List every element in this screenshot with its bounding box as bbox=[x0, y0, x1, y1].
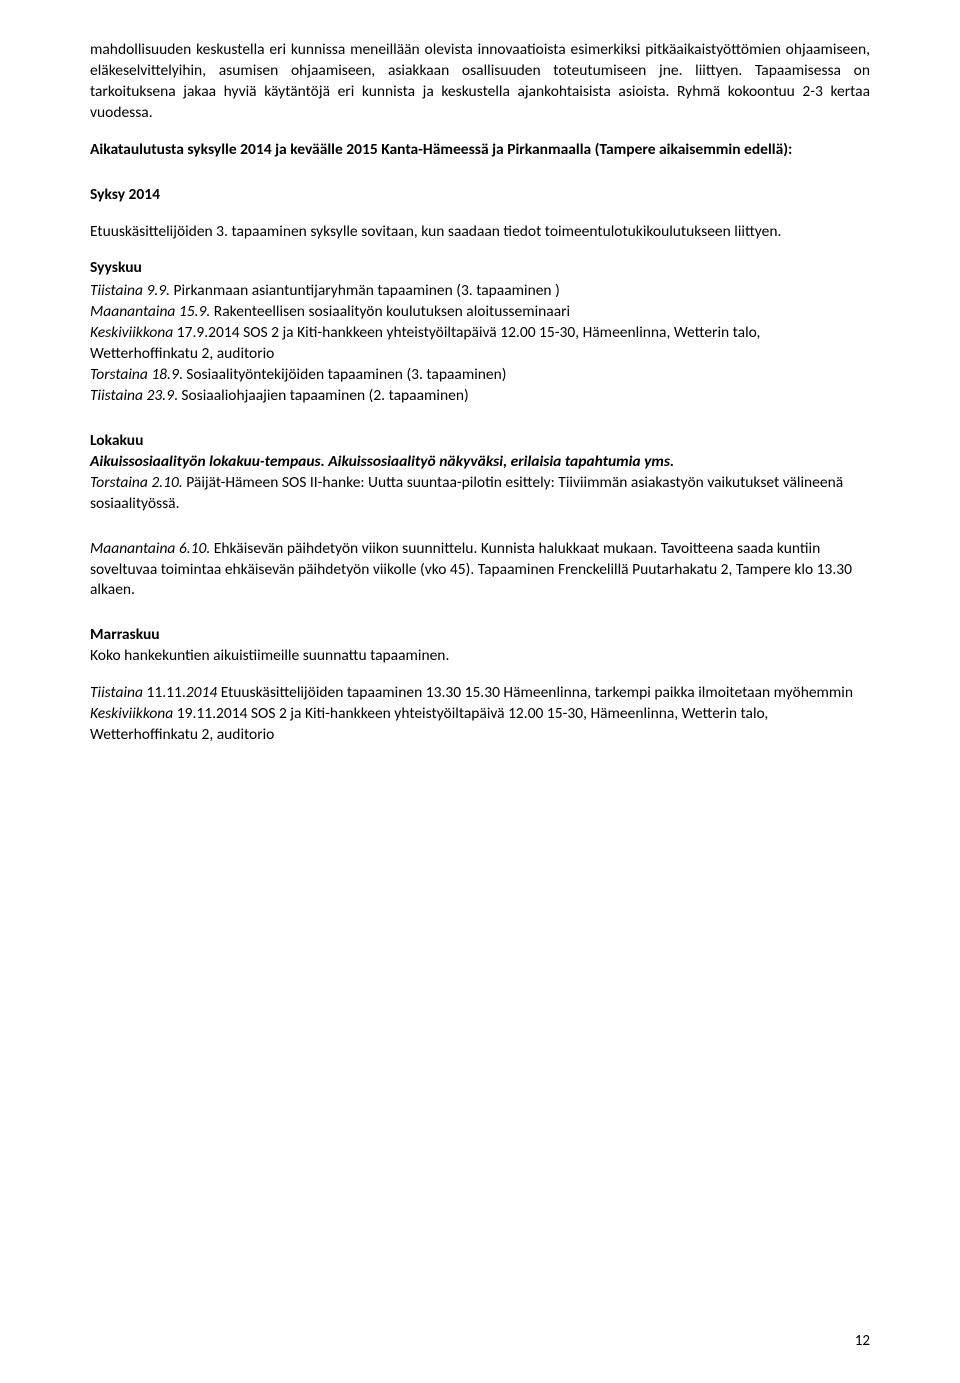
lokakuu-line2-date: Maanantaina 6.10. bbox=[90, 539, 210, 558]
intro-paragraph-2: Aikataulutusta syksylle 2014 ja keväälle… bbox=[90, 140, 870, 161]
lokakuu-line-2: Maanantaina 6.10. Ehkäisevän päihdetyön … bbox=[90, 539, 870, 602]
lokakuu-heading: Lokakuu bbox=[90, 431, 870, 452]
marraskuu-heading: Marraskuu bbox=[90, 625, 870, 646]
lokakuu-sub: Aikuissosiaalityön lokakuu-tempaus. Aiku… bbox=[90, 452, 870, 473]
intro-paragraph-1: mahdollisuuden keskustella eri kunnissa … bbox=[90, 40, 870, 124]
syyskuu-line4-date: Torstaina 18.9 bbox=[90, 365, 179, 384]
marraskuu-line-2: Keskiviikkona 19.11.2014 SOS 2 ja Kiti-h… bbox=[90, 704, 870, 746]
syyskuu-line1-date: Tiistaina 9.9. bbox=[90, 281, 170, 300]
marraskuu-line2-prefix: Keskiviikkona bbox=[90, 704, 173, 723]
syyskuu-line1-text: Pirkanmaan asiantuntijaryhmän tapaaminen… bbox=[170, 281, 560, 300]
document-page: mahdollisuuden keskustella eri kunnissa … bbox=[0, 0, 960, 1383]
marraskuu-line1-prefix: Tiistaina bbox=[90, 683, 143, 702]
lokakuu-line-1: Torstaina 2.10. Päijät-Hämeen SOS II-han… bbox=[90, 473, 870, 515]
marraskuu-line1-rest: Etuuskäsittelijöiden tapaaminen 13.30 15… bbox=[217, 683, 853, 702]
syksy-heading: Syksy 2014 bbox=[90, 185, 870, 206]
lokakuu-line1-date: Torstaina 2.10. bbox=[90, 473, 183, 492]
marraskuu-p1: Koko hankekuntien aikuistiimeille suunna… bbox=[90, 646, 870, 667]
syyskuu-line5-date: Tiistaina 23.9 bbox=[90, 386, 174, 405]
syksy-text: Etuuskäsittelijöiden 3. tapaaminen syksy… bbox=[90, 222, 870, 243]
marraskuu-line1-italic2: 2014 bbox=[186, 683, 217, 702]
page-number: 12 bbox=[855, 1331, 870, 1351]
syyskuu-line4-text: . Sosiaalityöntekijöiden tapaaminen (3. … bbox=[179, 365, 507, 384]
marraskuu-line-1: Tiistaina 11.11.2014 Etuuskäsittelijöide… bbox=[90, 683, 870, 704]
syyskuu-line-4: Torstaina 18.9. Sosiaalityöntekijöiden t… bbox=[90, 365, 870, 386]
syyskuu-line-3: Keskiviikkona 17.9.2014 SOS 2 ja Kiti-ha… bbox=[90, 323, 870, 365]
lokakuu-sub-text: Aikuissosiaalityön lokakuu-tempaus. Aiku… bbox=[90, 452, 674, 471]
syyskuu-line2-date: Maanantaina 15.9. bbox=[90, 302, 210, 321]
marraskuu-line2-rest: 19.11.2014 SOS 2 ja Kiti-hankkeen yhteis… bbox=[90, 704, 768, 744]
lokakuu-line1-text: Päijät-Hämeen SOS II-hanke: Uutta suunta… bbox=[90, 473, 843, 513]
syyskuu-line3-date: Keskiviikkona bbox=[90, 323, 173, 342]
syyskuu-line-2: Maanantaina 15.9. Rakenteellisen sosiaal… bbox=[90, 302, 870, 323]
syyskuu-line-5: Tiistaina 23.9. Sosiaaliohjaajien tapaam… bbox=[90, 386, 870, 407]
syyskuu-line3-text: 17.9.2014 SOS 2 ja Kiti-hankkeen yhteist… bbox=[90, 323, 760, 363]
syyskuu-line-1: Tiistaina 9.9. Pirkanmaan asiantuntijary… bbox=[90, 281, 870, 302]
syyskuu-heading: Syyskuu bbox=[90, 258, 870, 279]
marraskuu-line1-mid: 11.11. bbox=[143, 683, 186, 702]
syyskuu-line2-text: Rakenteellisen sosiaalityön koulutuksen … bbox=[210, 302, 570, 321]
syyskuu-line5-text: . Sosiaaliohjaajien tapaaminen (2. tapaa… bbox=[174, 386, 469, 405]
